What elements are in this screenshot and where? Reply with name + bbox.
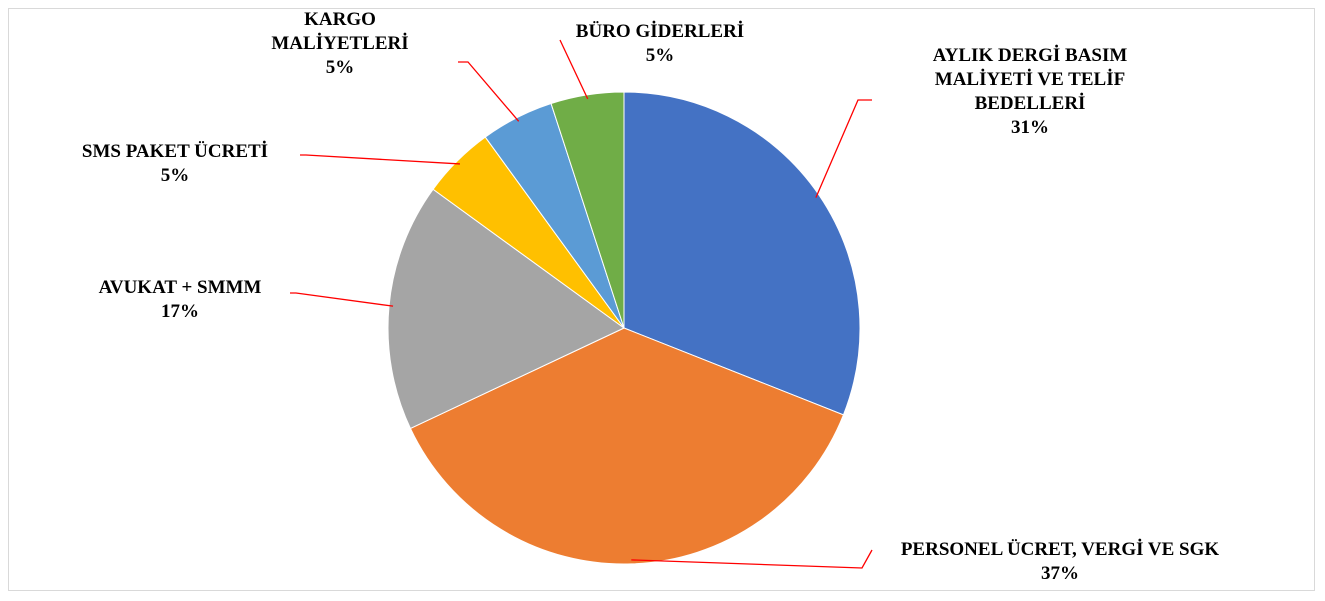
pie-slice [409, 327, 845, 565]
value-label: 31% [1011, 117, 1049, 138]
leader-line [559, 39, 589, 100]
data-label: PERSONEL ÜCRET, VERGİ VE SGK 37% [860, 538, 1260, 586]
category-label: AYLIK DERGİ BASIM MALİYETİ VE TELİF BEDE… [932, 45, 1128, 114]
data-label: KARGO MALİYETLERİ 5% [260, 8, 420, 80]
data-label: BÜRO GİDERLERİ 5% [540, 20, 780, 68]
category-label: BÜRO GİDERLERİ [575, 21, 745, 42]
leader-line [631, 549, 873, 569]
pie-slice [623, 91, 861, 416]
data-label: AYLIK DERGİ BASIM MALİYETİ VE TELİF BEDE… [890, 44, 1170, 140]
value-label: 37% [1041, 563, 1079, 584]
value-label: 17% [161, 301, 199, 322]
value-label: 5% [645, 45, 675, 66]
category-label: PERSONEL ÜCRET, VERGİ VE SGK [900, 539, 1220, 560]
value-label: 5% [160, 165, 190, 186]
category-label: KARGO MALİYETLERİ [271, 9, 409, 54]
category-label: SMS PAKET ÜCRETİ [81, 141, 269, 162]
data-label: SMS PAKET ÜCRETİ 5% [40, 140, 310, 188]
leader-line [300, 154, 460, 165]
pie-slice [550, 91, 625, 329]
value-label: 5% [325, 57, 355, 78]
leader-line [815, 99, 872, 198]
leader-line [290, 292, 394, 307]
leader-line [458, 61, 520, 122]
chart-frame [8, 8, 1315, 591]
data-label: AVUKAT + SMMM 17% [60, 276, 300, 324]
category-label: AVUKAT + SMMM [98, 277, 262, 298]
